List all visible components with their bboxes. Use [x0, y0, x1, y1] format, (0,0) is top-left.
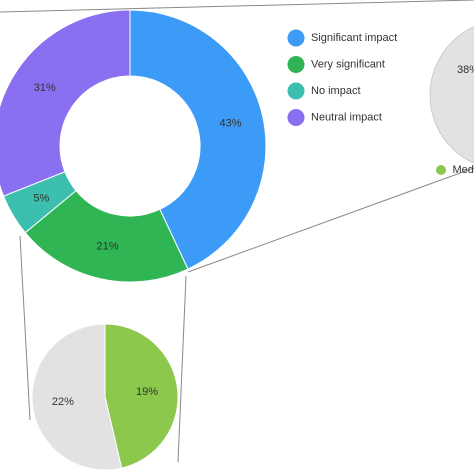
data-label: 22%: [52, 396, 74, 408]
data-label: 19%: [136, 386, 158, 398]
data-label: 43%: [220, 117, 242, 129]
connector-line: [0, 0, 474, 13]
donut-slice: [24, 189, 189, 283]
connector-line: [19, 235, 31, 421]
donut-slice: [129, 9, 267, 270]
pie-slice: [104, 323, 179, 469]
legend-marker: [286, 81, 306, 101]
data-label: 21%: [97, 240, 119, 252]
legend-label: Medi: [453, 164, 474, 176]
data-label: 5%: [33, 192, 49, 204]
legend-label: Very significant: [311, 58, 385, 70]
legend-marker: [435, 164, 447, 176]
legend-label: Neutral impact: [311, 111, 382, 123]
pie-slice: [31, 323, 123, 471]
pie-slice: [429, 26, 474, 164]
data-label: 31%: [34, 82, 56, 94]
connector-line: [187, 167, 474, 273]
legend-marker: [286, 55, 306, 74]
data-label: 38%: [457, 64, 474, 76]
donut-slice: [0, 9, 131, 197]
legend-marker: [286, 108, 306, 127]
connector-line: [177, 275, 187, 463]
legend-label: No impact: [311, 85, 361, 97]
legend-label: Significant impact: [311, 32, 397, 44]
legend-marker: [286, 28, 306, 48]
